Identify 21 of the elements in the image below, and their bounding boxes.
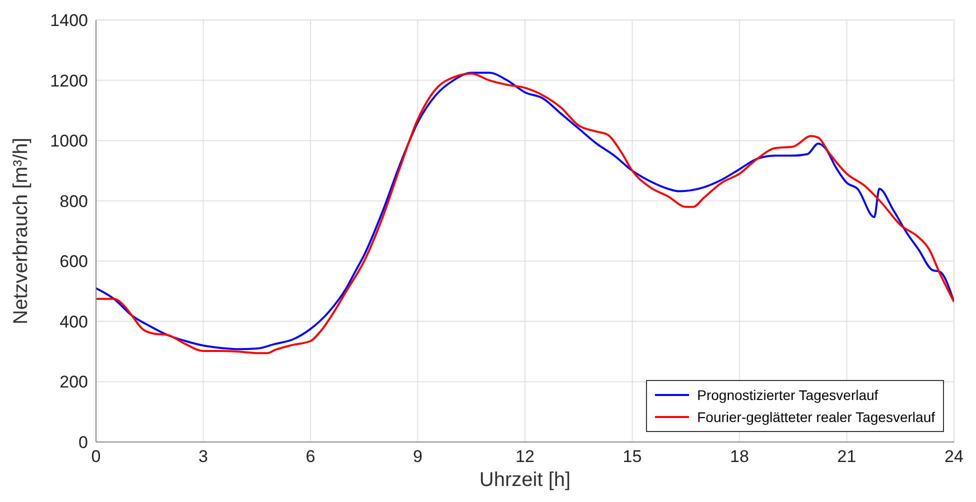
y-tick-label: 600 — [60, 252, 88, 272]
x-tick-label: 24 — [944, 447, 964, 466]
x-tick-label: 15 — [622, 447, 642, 466]
y-tick-label: 1200 — [50, 71, 88, 90]
y-tick-label: 400 — [60, 312, 88, 332]
y-tick-label: 200 — [60, 372, 88, 392]
x-tick-label: 0 — [91, 447, 101, 466]
x-tick-label: 21 — [837, 447, 856, 466]
legend-label: Fourier-geglätteter realer Tagesverlauf — [697, 408, 935, 427]
x-tick-label: 12 — [516, 447, 534, 466]
x-tick-label: 6 — [306, 447, 316, 466]
y-tick-label: 1400 — [50, 11, 88, 30]
y-tick-label: 0 — [78, 433, 88, 452]
y-tick-label: 800 — [60, 192, 88, 211]
x-tick-label: 9 — [413, 447, 422, 466]
y-tick-label: 1000 — [50, 132, 88, 151]
legend-label: Prognostizierter Tagesverlauf — [697, 386, 878, 405]
x-axis-title: Uhrzeit [h] — [479, 469, 571, 491]
x-tick-label: 18 — [730, 447, 749, 466]
x-tick-label: 3 — [198, 447, 208, 466]
y-axis-title: Netzverbrauch [m³/h] — [10, 138, 32, 324]
